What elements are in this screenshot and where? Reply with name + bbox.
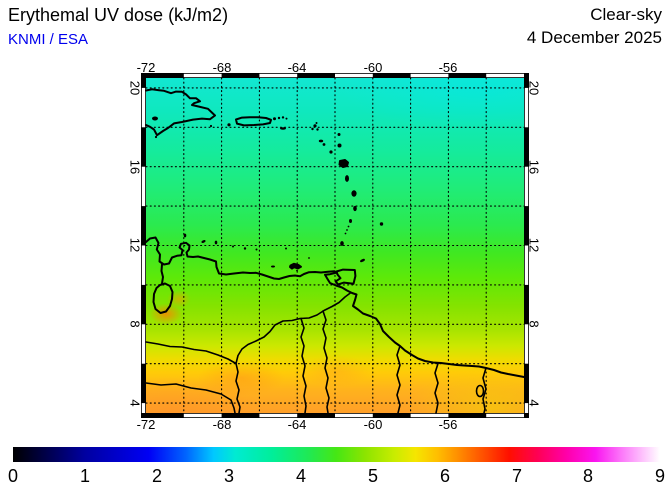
map-panel — [141, 73, 529, 418]
colorbar-tick: 6 — [439, 466, 451, 486]
colorbar-tick: 5 — [367, 466, 379, 486]
sky-condition-label: Clear-sky — [590, 5, 662, 24]
lake-maracaibo — [152, 282, 174, 314]
page-title: Erythemal UV dose (kJ/m2) — [8, 5, 229, 25]
colorbar-gradient — [13, 447, 660, 462]
river-maroni — [482, 367, 487, 414]
colorbar-tick: 4 — [295, 466, 307, 486]
rivers — [145, 291, 487, 414]
x-tick-bottom: -56 — [438, 417, 458, 432]
source-credit: KNMI / ESA — [8, 31, 89, 48]
graticule — [145, 77, 525, 414]
colorbar-tick: 0 — [7, 466, 19, 486]
river-caroni — [322, 310, 330, 414]
small-islands — [152, 116, 384, 272]
colorbar-tick: 9 — [654, 466, 666, 486]
river-caura — [300, 317, 307, 414]
coast-margarita — [289, 262, 302, 270]
coast-guadeloupe — [338, 159, 349, 168]
river-courantyne — [434, 362, 439, 414]
x-tick-bottom: -68 — [212, 417, 232, 432]
x-tick-top: -64 — [287, 60, 307, 75]
coast-mainland — [145, 236, 525, 378]
x-tick-bottom: -60 — [363, 417, 383, 432]
x-tick-top: -68 — [212, 60, 232, 75]
x-tick-top: -60 — [363, 60, 383, 75]
date-label: 4 December 2025 — [526, 28, 662, 47]
river-guaviare — [145, 382, 236, 414]
coast-puerto-rico — [235, 116, 272, 127]
colorbar-tick: 8 — [582, 466, 594, 486]
river-orinoco — [235, 291, 352, 414]
map-overlay — [141, 73, 529, 418]
colorbar-tick: 1 — [79, 466, 91, 486]
maracaibo-channel — [160, 263, 164, 285]
x-tick-top: -56 — [438, 60, 458, 75]
x-tick-bottom: -72 — [136, 417, 156, 432]
colorbar-tick: 2 — [151, 466, 163, 486]
coastlines — [145, 88, 525, 378]
river-essequibo — [396, 345, 401, 414]
colorbar-tick: 3 — [223, 466, 235, 486]
colorbar-tick: 7 — [511, 466, 523, 486]
coast-trinidad — [334, 268, 357, 286]
guyana-lake — [475, 384, 485, 398]
coast-hispaniola — [145, 88, 216, 137]
river-meta — [145, 341, 237, 365]
x-tick-bottom: -64 — [287, 417, 307, 432]
x-tick-top: -72 — [136, 60, 156, 75]
